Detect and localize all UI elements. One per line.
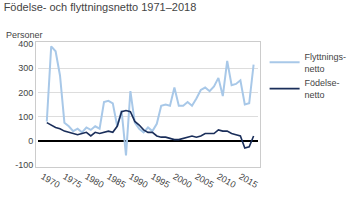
svg-text:300: 300 [18, 63, 33, 73]
svg-text:400: 400 [18, 39, 33, 49]
svg-text:1975: 1975 [61, 171, 83, 190]
svg-text:1970: 1970 [39, 171, 61, 190]
svg-text:-100: -100 [15, 160, 33, 170]
svg-text:Personer: Personer [6, 30, 43, 40]
svg-text:Födelse- och flyttningsnetto 1: Födelse- och flyttningsnetto 1971–2018 [4, 1, 197, 13]
svg-text:2000: 2000 [171, 171, 193, 190]
svg-text:Flyttnings-netto: Flyttnings-netto [305, 52, 347, 74]
svg-text:2005: 2005 [193, 171, 215, 190]
svg-text:100: 100 [18, 112, 33, 122]
svg-text:1985: 1985 [105, 171, 127, 190]
svg-text:1995: 1995 [149, 171, 171, 190]
svg-text:200: 200 [18, 88, 33, 98]
svg-text:2010: 2010 [215, 171, 237, 190]
svg-text:1990: 1990 [127, 171, 149, 190]
svg-text:2015: 2015 [237, 171, 259, 190]
svg-text:Födelse-netto: Födelse-netto [305, 78, 340, 100]
svg-text:1980: 1980 [83, 171, 105, 190]
svg-text:0: 0 [28, 136, 33, 146]
